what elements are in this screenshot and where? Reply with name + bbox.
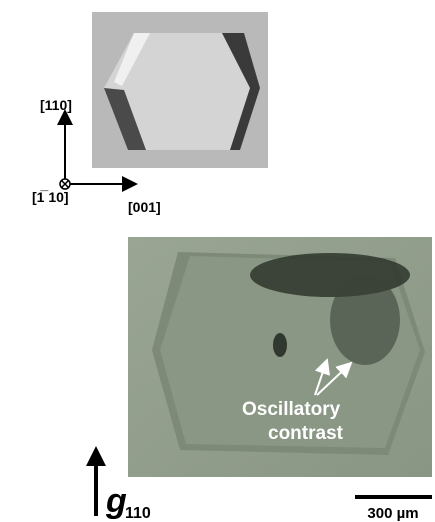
axis-label: [1̅ 10] — [32, 189, 69, 205]
top-image — [92, 12, 268, 168]
figure: [110] [1̅ 10] [001] Oscillatory contrast… — [0, 0, 435, 522]
scale-label: 300 µm — [367, 505, 418, 522]
axis-label: [110] — [40, 97, 72, 113]
bottom-image: Oscillatory contrast — [128, 237, 432, 477]
annotation: Oscillatory — [242, 399, 341, 420]
g-subscript: 110 — [125, 505, 151, 522]
axis-label: [001] — [128, 199, 161, 215]
scale-bar: 300 µm — [355, 497, 432, 522]
annotation: contrast — [268, 423, 344, 444]
g-symbol: g — [105, 482, 127, 520]
